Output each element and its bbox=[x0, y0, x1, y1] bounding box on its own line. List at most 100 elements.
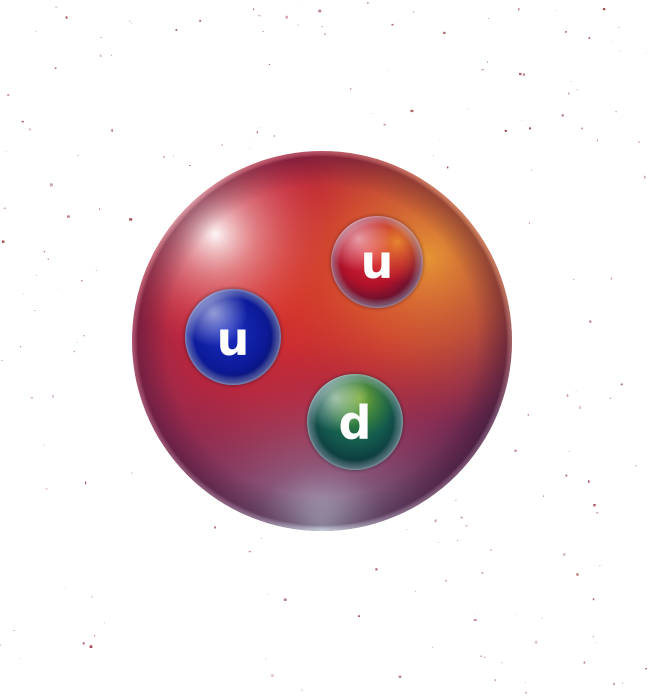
speckle bbox=[258, 15, 261, 17]
speckle bbox=[54, 67, 57, 69]
speckle bbox=[260, 537, 263, 539]
speckle bbox=[214, 526, 216, 529]
speckle bbox=[99, 208, 101, 210]
speckle bbox=[318, 9, 322, 13]
speckle bbox=[568, 450, 570, 452]
speckle bbox=[2, 240, 5, 243]
speckle bbox=[481, 69, 484, 71]
speckle bbox=[638, 141, 640, 143]
quark-red: u bbox=[330, 215, 424, 309]
speckle bbox=[111, 129, 113, 132]
speckle bbox=[249, 148, 250, 150]
quark-green: d bbox=[306, 373, 404, 471]
speckle bbox=[268, 63, 270, 65]
speckle bbox=[85, 481, 87, 485]
speckle bbox=[3, 207, 6, 209]
speckle bbox=[100, 37, 102, 38]
speckle bbox=[256, 131, 258, 134]
speckle bbox=[615, 111, 617, 113]
speckle bbox=[271, 674, 274, 677]
speckle bbox=[434, 519, 437, 523]
speckle bbox=[163, 156, 165, 159]
speckle bbox=[129, 218, 133, 221]
speckle bbox=[570, 81, 572, 82]
speckle bbox=[199, 19, 202, 22]
speckle bbox=[490, 549, 492, 551]
speckle bbox=[301, 689, 303, 691]
speckle bbox=[646, 52, 647, 54]
speckle bbox=[413, 11, 415, 13]
speckle bbox=[47, 258, 49, 260]
speckle bbox=[528, 222, 530, 224]
speckle bbox=[579, 406, 581, 410]
speckle bbox=[45, 488, 48, 490]
speckle bbox=[576, 89, 578, 91]
speckle bbox=[529, 127, 531, 130]
speckle bbox=[375, 568, 378, 571]
speckle bbox=[593, 504, 596, 507]
speckle bbox=[460, 516, 464, 519]
speckle bbox=[541, 617, 543, 619]
speckle bbox=[530, 169, 533, 171]
speckle bbox=[273, 135, 276, 137]
speckle bbox=[358, 615, 360, 617]
speckle bbox=[131, 472, 133, 474]
speckle bbox=[175, 29, 178, 31]
quark-label-u-blue: u bbox=[217, 312, 250, 366]
speckle bbox=[465, 525, 468, 527]
speckle bbox=[618, 27, 620, 28]
speckle bbox=[391, 23, 394, 26]
speckle bbox=[568, 92, 570, 95]
speckle bbox=[410, 109, 414, 113]
speckle bbox=[52, 394, 54, 398]
speckle bbox=[501, 662, 503, 664]
speckle bbox=[73, 350, 75, 353]
speckle bbox=[67, 215, 70, 218]
speckle bbox=[588, 36, 591, 39]
speckle bbox=[534, 640, 538, 644]
speckle bbox=[285, 15, 288, 19]
speckle bbox=[36, 275, 37, 276]
speckle bbox=[525, 691, 527, 694]
speckle bbox=[565, 474, 568, 477]
speckle bbox=[543, 495, 545, 497]
speckle bbox=[561, 114, 564, 117]
speckle bbox=[563, 553, 566, 556]
speckle bbox=[481, 572, 484, 574]
speckle bbox=[483, 656, 486, 658]
speckle bbox=[467, 108, 469, 110]
speckle bbox=[519, 72, 522, 76]
speckle bbox=[35, 31, 37, 32]
speckle bbox=[433, 155, 434, 157]
speckle bbox=[521, 119, 523, 121]
speckle bbox=[248, 551, 251, 553]
speckle bbox=[43, 250, 45, 253]
speckle bbox=[80, 280, 83, 282]
speckle bbox=[76, 342, 78, 343]
speckle bbox=[645, 668, 647, 670]
speckle bbox=[431, 647, 433, 649]
speckle bbox=[611, 41, 612, 43]
speckle bbox=[0, 644, 1, 646]
speckle bbox=[265, 658, 267, 660]
speckle bbox=[622, 682, 623, 684]
speckle bbox=[573, 278, 575, 280]
speckle bbox=[457, 540, 458, 542]
speckle bbox=[99, 54, 102, 57]
speckle bbox=[50, 183, 53, 187]
speckle bbox=[581, 127, 583, 130]
speckle bbox=[517, 8, 520, 11]
speckle bbox=[602, 8, 606, 11]
speckle bbox=[437, 542, 439, 543]
speckle bbox=[22, 293, 24, 295]
speckle bbox=[620, 383, 623, 386]
speckle bbox=[55, 6, 58, 8]
speckle bbox=[443, 31, 446, 35]
speckle bbox=[406, 529, 407, 530]
speckle bbox=[83, 335, 85, 337]
speckle bbox=[95, 269, 97, 271]
speckle bbox=[189, 165, 191, 166]
